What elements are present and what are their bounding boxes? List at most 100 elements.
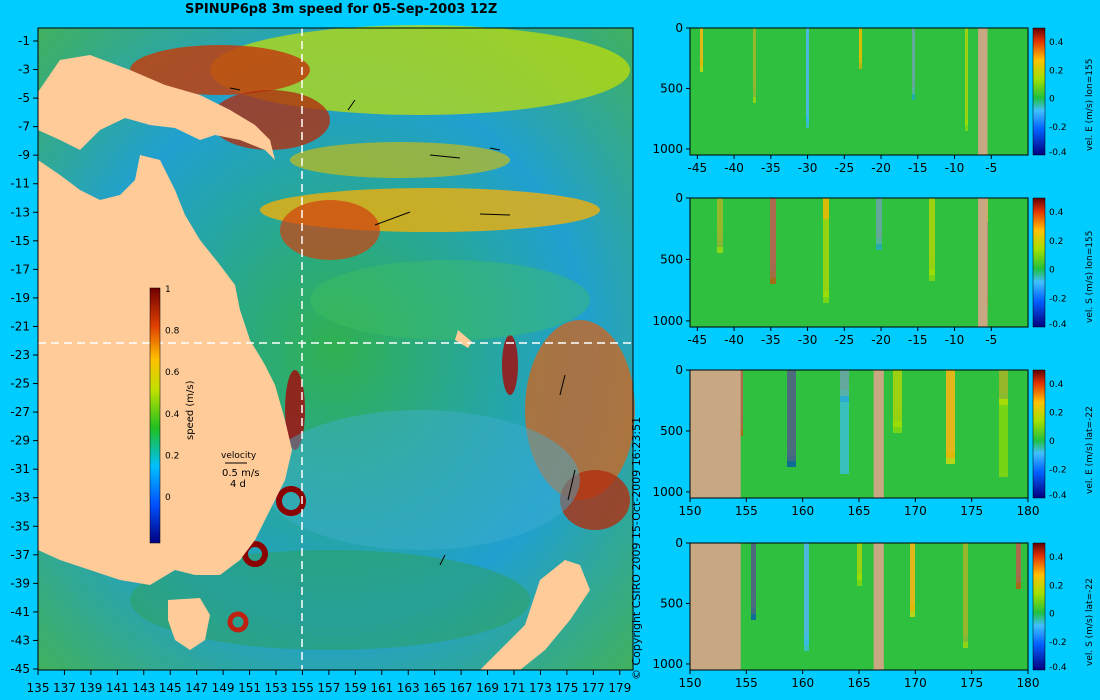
lat-tick-label: -1 <box>18 34 30 48</box>
section-colorbar-tick: -0.2 <box>1049 123 1067 133</box>
section-x-tick-label: 155 <box>735 676 758 690</box>
colorbar-tick-label: 0.4 <box>165 410 180 420</box>
section-colorbar-tick: 0.2 <box>1049 237 1063 247</box>
velocity-stripe <box>1016 543 1021 589</box>
section-colorbar-tick: -0.2 <box>1049 294 1067 304</box>
section-y-tick-label: 0 <box>675 363 683 377</box>
velocity-stripe <box>999 370 1008 477</box>
colorbar-tick-label: 0.6 <box>165 368 180 378</box>
section-colorbar <box>1032 369 1046 499</box>
velocity-stripe <box>806 28 809 128</box>
section-colorbar-label: vel. S (m/s) lat=-22 <box>1085 578 1095 666</box>
velocity-stripe <box>787 370 796 467</box>
section-colorbar <box>1032 542 1046 671</box>
section-x-tick-label: 175 <box>960 504 983 518</box>
speed-colorbar <box>149 287 161 544</box>
velocity-stripe <box>963 543 968 648</box>
section-x-tick-label: -45 <box>688 161 708 175</box>
chart-title: SPINUP6p8 3m speed for 05-Sep-2003 12Z <box>185 2 498 17</box>
section-y-tick-label: 500 <box>660 424 683 438</box>
colorbar-label: speed (m/s) <box>185 380 196 440</box>
velocity-label: velocity <box>221 451 257 461</box>
lon-tick-label: 169 <box>476 681 499 695</box>
section-x-tick-label: -25 <box>834 161 854 175</box>
colorbar-tick-label: 1 <box>165 285 171 295</box>
velocity-stripe <box>823 198 829 219</box>
lat-tick-label: -7 <box>18 120 30 134</box>
section-x-tick-label: -20 <box>871 161 891 175</box>
section-land <box>690 370 741 498</box>
section-x-tick-label: 150 <box>679 504 702 518</box>
section-x-tick-label: -35 <box>761 161 781 175</box>
lat-tick-label: -45 <box>10 662 30 676</box>
velocity-stripe <box>912 28 915 100</box>
lat-tick-label: -39 <box>10 576 30 590</box>
section-panel: 150 155 160 165 170 175 180 0 500 1000 0.4 0.2 0 -0.2… <box>652 536 1095 690</box>
section-x-tick-label: 170 <box>904 504 927 518</box>
section-colorbar <box>1032 197 1046 328</box>
lat-tick-label: -23 <box>10 348 30 362</box>
section-frame <box>689 197 1029 328</box>
colorbar-tick-label: 0.8 <box>165 327 180 337</box>
section-x-tick-label: 170 <box>904 676 927 690</box>
section-colorbar-tick: -0.4 <box>1049 491 1067 501</box>
section-colorbar <box>1032 27 1046 156</box>
lon-tick-label: 135 <box>27 681 50 695</box>
speed-features <box>130 25 635 650</box>
lat-tick-label: -25 <box>10 377 30 391</box>
velocity-stripe <box>751 543 756 620</box>
lat-tick-label: -31 <box>10 462 30 476</box>
colorbar-ticks: 1 0.8 0.6 0.4 0.2 0 <box>165 285 180 503</box>
section-panel: -45 -40 -35 -30 -25 -20 -15 -10 -5 0 500 1000 0.4 0.2… <box>652 21 1095 175</box>
velocity-stripe <box>857 543 862 586</box>
lat-tick-label: -33 <box>10 491 30 505</box>
colorbar-tick-label: 0 <box>165 493 171 503</box>
section-colorbar-tick: 0 <box>1049 95 1055 105</box>
section-x-tick-label: 180 <box>1017 676 1040 690</box>
section-x-tick-label: 155 <box>735 504 758 518</box>
section-y-tick-label: 1000 <box>652 657 683 671</box>
velocity-stripe <box>859 28 862 69</box>
colorbar-tick-label: 0.2 <box>165 451 179 461</box>
section-x-tick-label: 165 <box>848 676 871 690</box>
lon-tick-label: 153 <box>265 681 288 695</box>
lon-tick-label: 175 <box>555 681 578 695</box>
section-colorbar-tick: 0 <box>1049 266 1055 276</box>
section-panel: 150 155 160 165 170 175 180 0 500 1000 0.4 0.2 0 -0.2… <box>652 363 1095 518</box>
lat-tick-label: -5 <box>18 91 30 105</box>
velocity-stripe <box>965 28 968 131</box>
lat-tick-label: -9 <box>18 148 30 162</box>
velocity-stripe <box>893 370 902 433</box>
section-x-tick-label: 150 <box>679 676 702 690</box>
section-y-tick-label: 0 <box>675 191 683 205</box>
lon-tick-labels: 135 137 139 141 143 145 147 149 151 153 155 157 159 1… <box>27 670 631 695</box>
section-colorbar-label: vel. E (m/s) lat=-22 <box>1085 406 1095 494</box>
section-x-tick-label: -20 <box>871 333 891 347</box>
section-field <box>690 198 1028 327</box>
copyright: © Copyright CSIRO 2009 15-Oct-2009 16:23… <box>630 416 643 680</box>
section-y-tick-label: 0 <box>675 21 683 35</box>
lon-tick-label: 151 <box>238 681 261 695</box>
lat-tick-label: -19 <box>10 291 30 305</box>
lat-tick-label: -37 <box>10 548 30 562</box>
section-y-tick-label: 1000 <box>652 314 683 328</box>
section-panel: -45 -40 -35 -30 -25 -20 -15 -10 -5 0 500 1000 0.4 0.2… <box>652 191 1095 347</box>
lat-tick-label: -21 <box>10 319 30 333</box>
lon-tick-label: 167 <box>450 681 473 695</box>
lon-tick-label: 139 <box>79 681 102 695</box>
section-colorbar-tick: 0.4 <box>1049 380 1064 390</box>
section-panels: -45 -40 -35 -30 -25 -20 -15 -10 -5 0 500 1000 0.4 0.2… <box>652 21 1095 690</box>
section-y-tick-label: 1000 <box>652 485 683 499</box>
lat-tick-label: -43 <box>10 633 30 647</box>
section-x-tick-label: -15 <box>908 161 928 175</box>
lat-tick-label: -11 <box>10 177 30 191</box>
lon-tick-label: 147 <box>185 681 208 695</box>
section-colorbar-tick: -0.4 <box>1049 663 1067 673</box>
section-x-tick-label: 175 <box>960 676 983 690</box>
lon-tick-label: 157 <box>317 681 340 695</box>
section-x-tick-label: -15 <box>908 333 928 347</box>
section-x-tick-label: -5 <box>985 333 997 347</box>
section-x-tick-label: -40 <box>724 161 744 175</box>
velocity-stripe <box>840 370 849 402</box>
